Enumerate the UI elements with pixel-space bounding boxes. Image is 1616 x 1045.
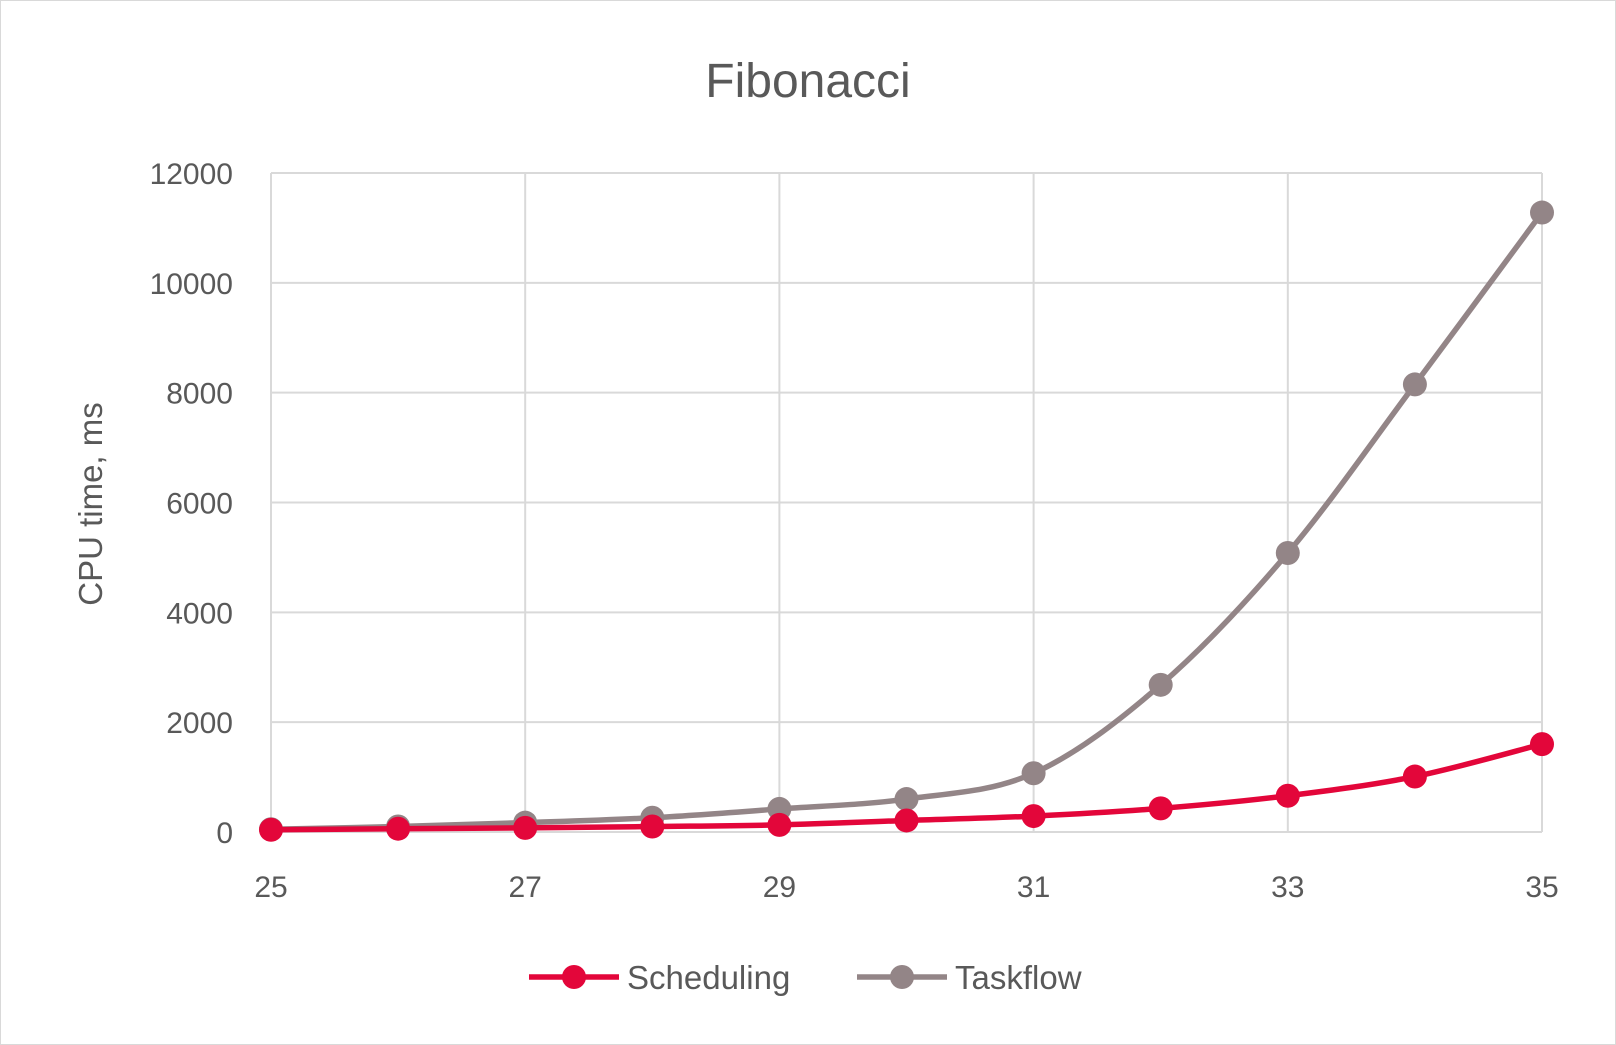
legend-label: Scheduling: [627, 959, 790, 996]
data-point-scheduling: [1530, 732, 1554, 757]
series-taskflow: [259, 200, 1554, 842]
legend: Scheduling Taskflow: [529, 959, 1082, 996]
series-scheduling: [259, 732, 1554, 842]
y-tick-label: 2000: [166, 707, 233, 740]
data-point-scheduling: [259, 817, 283, 842]
grid: [270, 172, 1543, 833]
legend-swatch-marker: [562, 965, 586, 989]
data-point-scheduling: [1148, 796, 1173, 821]
x-tick-label: 29: [763, 871, 796, 904]
legend-item-scheduling: Scheduling: [529, 959, 790, 996]
data-point-scheduling: [894, 808, 919, 833]
x-tick-label: 27: [509, 871, 542, 904]
y-tick-label: 4000: [166, 597, 233, 630]
data-point-taskflow: [894, 787, 919, 812]
y-axis-tick-labels: 0 2000 4000 6000 8000 10000 12000: [150, 158, 233, 850]
x-tick-label: 25: [254, 871, 287, 904]
x-tick-label: 33: [1271, 871, 1304, 904]
y-tick-label: 6000: [166, 488, 233, 521]
data-point-taskflow: [1148, 672, 1173, 697]
data-point-taskflow: [1402, 372, 1427, 397]
x-tick-label: 31: [1017, 871, 1050, 904]
x-axis-tick-labels: 25 27 29 31 33 35: [254, 871, 1558, 904]
data-point-taskflow: [1275, 541, 1300, 566]
series-line-taskflow: [268, 209, 1545, 833]
legend-label: Taskflow: [955, 959, 1082, 996]
y-tick-label: 0: [216, 817, 233, 850]
data-point-scheduling: [767, 812, 792, 837]
x-tick-label: 35: [1525, 871, 1558, 904]
y-axis-title: CPU time, ms: [72, 402, 109, 606]
data-point-taskflow: [1530, 200, 1554, 225]
y-tick-label: 12000: [150, 158, 233, 191]
legend-swatch-marker: [890, 965, 914, 989]
y-tick-label: 8000: [166, 378, 233, 411]
data-point-scheduling: [640, 814, 665, 839]
series: [259, 200, 1554, 842]
data-point-scheduling: [1402, 764, 1427, 789]
data-point-scheduling: [1275, 783, 1300, 808]
data-point-scheduling: [386, 816, 411, 841]
data-point-taskflow: [1021, 761, 1046, 786]
y-tick-label: 10000: [150, 268, 233, 301]
data-point-scheduling: [1021, 804, 1046, 829]
chart-title: Fibonacci: [705, 55, 910, 108]
legend-item-taskflow: Taskflow: [857, 959, 1082, 996]
data-point-scheduling: [513, 815, 538, 840]
